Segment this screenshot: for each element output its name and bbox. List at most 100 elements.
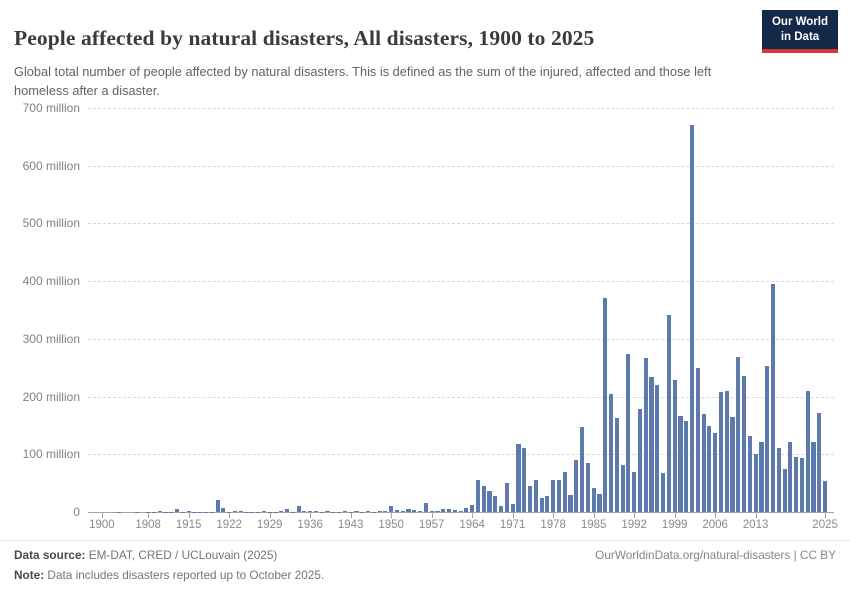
bar-1974[interactable]: [527, 486, 533, 512]
bar-1952[interactable]: [400, 511, 405, 512]
bar-2023[interactable]: [811, 442, 816, 512]
bar-2013[interactable]: [753, 453, 758, 512]
bar-1978[interactable]: [551, 480, 556, 512]
bar-2006[interactable]: [713, 433, 718, 512]
bar-1971[interactable]: [510, 503, 515, 512]
bar-1949[interactable]: [383, 510, 388, 512]
bar-2008[interactable]: [724, 390, 729, 512]
bar-2017[interactable]: [776, 447, 781, 512]
bar-1991[interactable]: [626, 354, 631, 512]
bar-2002[interactable]: [689, 125, 695, 512]
bar-1958[interactable]: [435, 510, 440, 512]
bar-1998[interactable]: [666, 315, 671, 512]
bar-2003[interactable]: [695, 367, 700, 512]
x-tick-label-1971: 1971: [499, 519, 526, 531]
bar-1931[interactable]: [279, 511, 284, 512]
bar-1936[interactable]: [308, 510, 313, 512]
bar-1957[interactable]: [429, 511, 434, 512]
bar-1964[interactable]: [470, 505, 475, 512]
bar-1915[interactable]: [186, 510, 191, 512]
bar-2009[interactable]: [730, 417, 735, 512]
bar-1920[interactable]: [215, 499, 220, 512]
bar-1993[interactable]: [637, 409, 643, 512]
bar-1988[interactable]: [608, 393, 614, 512]
bar-2007[interactable]: [718, 391, 724, 512]
bar-1984[interactable]: [585, 463, 590, 512]
bar-2022[interactable]: [805, 390, 810, 512]
bar-1980[interactable]: [562, 472, 567, 512]
bar-1997[interactable]: [661, 473, 666, 512]
bar-1986[interactable]: [597, 494, 602, 512]
bar-1970[interactable]: [504, 483, 509, 512]
bar-1948[interactable]: [377, 511, 382, 512]
bar-1973[interactable]: [522, 447, 527, 512]
bar-1982[interactable]: [574, 460, 579, 512]
bar-1923[interactable]: [232, 510, 238, 512]
bar-1959[interactable]: [441, 509, 446, 512]
gridline-300m: [88, 338, 834, 340]
bar-1913[interactable]: [175, 508, 180, 512]
bar-1975[interactable]: [533, 480, 538, 512]
bar-2018[interactable]: [782, 469, 787, 512]
bar-1921[interactable]: [221, 507, 226, 512]
bar-1976[interactable]: [539, 498, 544, 512]
bar-1910[interactable]: [157, 511, 162, 512]
bar-2020[interactable]: [794, 456, 799, 512]
bar-1961[interactable]: [452, 509, 457, 512]
bar-1981[interactable]: [568, 495, 573, 512]
bar-1937[interactable]: [313, 511, 319, 512]
bar-1928[interactable]: [261, 511, 266, 512]
bar-1924[interactable]: [238, 511, 243, 512]
bar-2004[interactable]: [701, 413, 706, 512]
bar-1987[interactable]: [603, 298, 608, 512]
bar-1995[interactable]: [649, 376, 654, 512]
bar-1934[interactable]: [296, 506, 301, 512]
bar-1956[interactable]: [423, 503, 428, 512]
bar-2014[interactable]: [759, 441, 764, 512]
bar-1979[interactable]: [556, 480, 562, 512]
bar-2012[interactable]: [747, 436, 752, 512]
bar-1972[interactable]: [516, 443, 521, 512]
bar-1989[interactable]: [614, 417, 619, 512]
bar-1951[interactable]: [394, 510, 400, 512]
bar-2010[interactable]: [736, 357, 741, 512]
bar-1963[interactable]: [464, 507, 469, 512]
bar-2015[interactable]: [765, 365, 770, 512]
bar-1996[interactable]: [655, 384, 660, 512]
bar-1992[interactable]: [632, 471, 637, 512]
bar-1942[interactable]: [342, 511, 347, 512]
bar-2016[interactable]: [770, 283, 776, 512]
bar-1962[interactable]: [458, 511, 463, 512]
bar-1990[interactable]: [620, 465, 625, 512]
owid-logo[interactable]: Our World in Data: [762, 10, 838, 53]
footer-link[interactable]: OurWorldinData.org/natural-disasters | C…: [595, 548, 836, 562]
bar-1977[interactable]: [545, 496, 550, 512]
bar-2011[interactable]: [742, 376, 747, 512]
bar-1935[interactable]: [302, 511, 307, 512]
bar-1983[interactable]: [580, 426, 585, 512]
bar-1944[interactable]: [354, 511, 359, 512]
bar-1969[interactable]: [499, 506, 504, 512]
bar-1965[interactable]: [475, 480, 481, 512]
bar-2024[interactable]: [817, 412, 822, 512]
bar-1985[interactable]: [591, 488, 596, 512]
bar-2021[interactable]: [799, 457, 805, 512]
bar-1966[interactable]: [481, 486, 486, 512]
bar-1946[interactable]: [365, 511, 371, 512]
bar-1950[interactable]: [389, 505, 394, 512]
bar-2005[interactable]: [707, 425, 712, 512]
bar-1968[interactable]: [493, 495, 498, 512]
bar-2000[interactable]: [678, 416, 683, 512]
bar-1932[interactable]: [284, 509, 290, 512]
bar-1955[interactable]: [418, 511, 423, 512]
bar-1994[interactable]: [643, 357, 648, 512]
bar-1999[interactable]: [672, 380, 677, 512]
bar-2025[interactable]: [823, 481, 828, 512]
bar-2001[interactable]: [684, 420, 689, 512]
bar-1954[interactable]: [412, 510, 417, 512]
bar-1953[interactable]: [406, 509, 411, 512]
bar-1939[interactable]: [325, 511, 330, 512]
bar-1960[interactable]: [446, 509, 452, 512]
bar-1967[interactable]: [487, 490, 492, 512]
bar-2019[interactable]: [788, 442, 793, 512]
